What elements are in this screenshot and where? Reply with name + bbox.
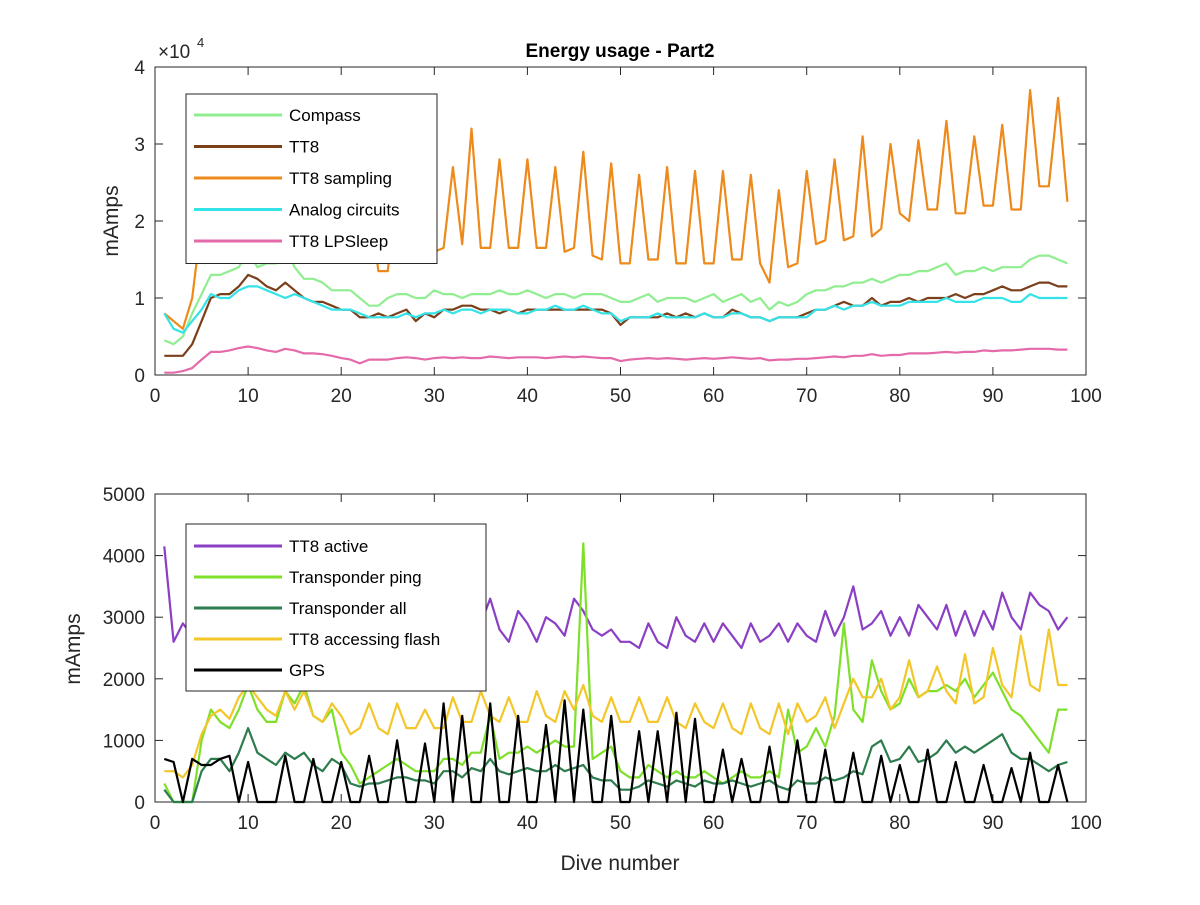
bottom-x-tick-label: 30 (424, 813, 445, 834)
bottom-legend-label-4: GPS (289, 661, 325, 680)
top-y-tick-label: 0 (134, 366, 145, 387)
top-x-tick-label: 0 (150, 386, 161, 407)
top-x-tick-label: 100 (1070, 386, 1102, 407)
chart-title: Energy usage - Part2 (525, 41, 714, 62)
bottom-y-tick-label: 5000 (103, 485, 145, 506)
bottom-x-tick-label: 20 (331, 813, 352, 834)
top-series-line-0 (163, 246, 1068, 346)
top-y-axis-label: mAmps (100, 185, 123, 256)
top-series-line-4 (164, 345, 1068, 374)
top-plot: 0 10 20 30 40 50 60 70 80 90 100 0 1 2 3 4 Compass TT8 TT8… (134, 58, 1101, 407)
bottom-x-axis-label: Dive number (560, 852, 679, 875)
top-x-tick-label: 80 (889, 386, 910, 407)
bottom-y-tick-label: 3000 (103, 608, 145, 629)
top-x-tick-label: 90 (982, 386, 1003, 407)
bottom-x-tick-label: 60 (703, 813, 724, 834)
top-x-tick-label: 20 (331, 386, 352, 407)
bottom-plot: 0 10 20 30 40 50 60 70 80 90 100010002000300040005… (103, 485, 1102, 834)
bottom-legend-label-3: TT8 accessing flash (289, 630, 440, 649)
bottom-y-tick-label: 0 (134, 793, 145, 814)
top-x-tick-label: 10 (238, 386, 259, 407)
bottom-x-tick-label: 10 (238, 813, 259, 834)
top-y-tick-label: 3 (134, 135, 145, 156)
bottom-y-tick-label: 1000 (103, 731, 145, 752)
bottom-y-tick-label: 2000 (103, 670, 145, 691)
top-y-tick-label: 1 (134, 289, 145, 310)
top-legend-label-1: TT8 (289, 138, 319, 157)
top-x-tick-label: 50 (610, 386, 631, 407)
bottom-x-tick-label: 70 (796, 813, 817, 834)
bottom-y-axis-label: mAmps (62, 613, 85, 684)
top-y-tick-label: 4 (134, 58, 145, 79)
bottom-legend-label-1: Transponder ping (289, 568, 422, 587)
bottom-x-tick-label: 0 (150, 813, 161, 834)
top-x-tick-label: 60 (703, 386, 724, 407)
bottom-series-line-4 (163, 699, 1069, 804)
top-exponent-power: 4 (197, 35, 204, 50)
bottom-legend-label-2: Transponder all (289, 599, 407, 618)
top-x-tick-label: 30 (424, 386, 445, 407)
top-legend-label-2: TT8 sampling (289, 169, 392, 188)
top-legend-label-0: Compass (289, 106, 361, 125)
top-series-line-3 (163, 285, 1068, 334)
top-x-tick-label: 40 (517, 386, 538, 407)
top-exponent-base: ×10 (158, 42, 190, 63)
bottom-x-tick-label: 50 (610, 813, 631, 834)
top-legend-label-3: Analog circuits (289, 201, 400, 220)
bottom-x-tick-label: 90 (982, 813, 1003, 834)
top-x-tick-label: 70 (796, 386, 817, 407)
top-legend-label-4: TT8 LPSleep (289, 232, 388, 251)
bottom-x-tick-label: 40 (517, 813, 538, 834)
bottom-x-tick-label: 80 (889, 813, 910, 834)
bottom-x-tick-label: 100 (1070, 813, 1102, 834)
bottom-series-line-3 (164, 628, 1068, 779)
top-y-tick-label: 2 (134, 212, 145, 233)
bottom-y-tick-label: 4000 (103, 547, 145, 568)
bottom-legend-label-0: TT8 active (289, 537, 368, 556)
